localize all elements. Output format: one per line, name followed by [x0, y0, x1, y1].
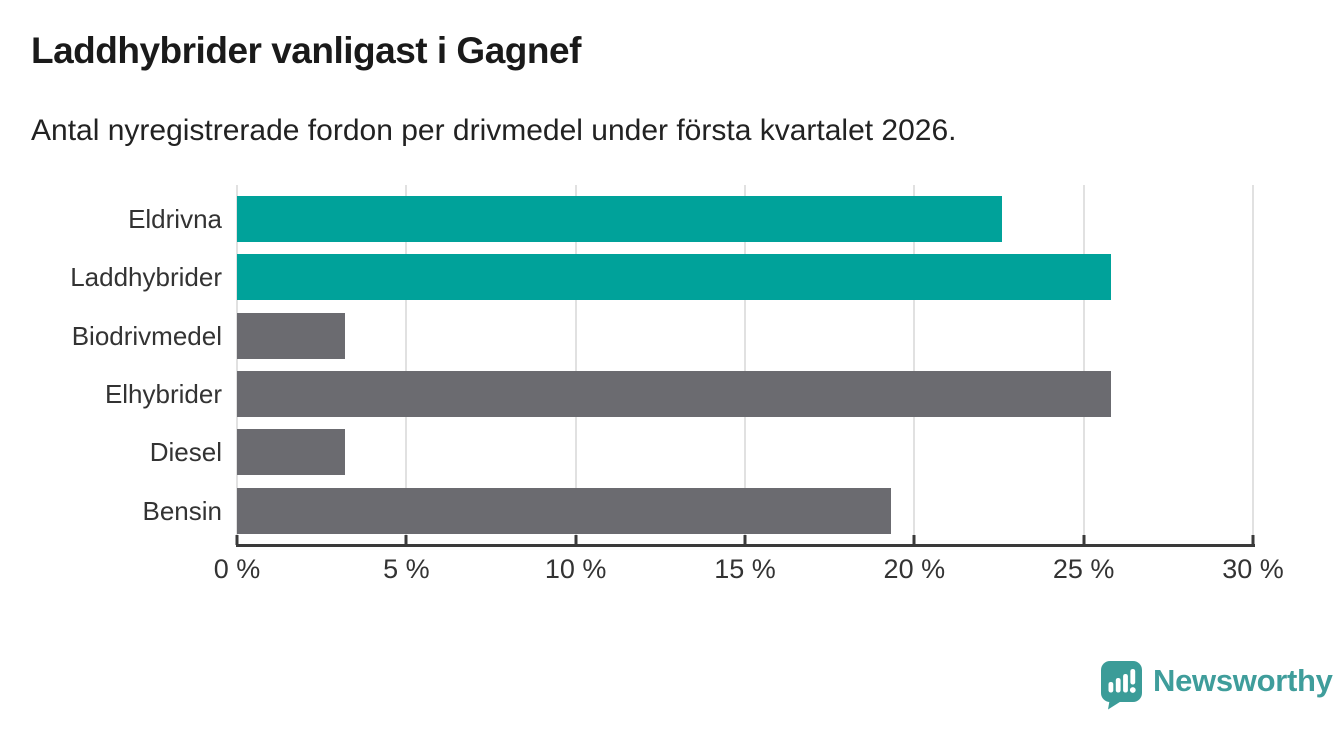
bar-diesel [237, 429, 346, 476]
x-tick-label-5: 5 % [383, 554, 430, 584]
bar-bensin [237, 487, 891, 534]
gridline-10 [574, 185, 577, 545]
newsworthy-logo-icon [1101, 661, 1142, 710]
category-labels: Eldrivna Laddhybrider Biodrivmedel Elhybrid… [0, 185, 222, 545]
x-tick-mark-15 [743, 535, 747, 545]
x-tick-mark-20 [912, 535, 916, 545]
x-tick-mark-10 [574, 535, 578, 545]
category-label-diesel: Diesel [149, 437, 222, 468]
x-tick-mark-25 [1082, 535, 1086, 545]
category-label-bensin: Bensin [142, 495, 223, 526]
x-tick-mark-5 [404, 535, 408, 545]
bar-laddhybrider [237, 254, 1111, 301]
x-axis-line [236, 544, 1255, 547]
x-tick-label-25: 25 % [1052, 554, 1115, 584]
category-label-elhybrider: Elhybrider [104, 378, 222, 409]
gridline-20 [913, 185, 916, 545]
x-tick-label-0: 0 % [213, 554, 261, 584]
x-tick-mark-30 [1251, 535, 1255, 545]
category-label-eldrivna: Eldrivna [128, 204, 222, 234]
category-label-biodrivmedel: Biodrivmedel [71, 320, 222, 351]
x-tick-mark-0 [235, 535, 239, 545]
bar-eldrivna [237, 196, 1003, 242]
x-tick-labels: 0 % 5 % 10 % 15 % 20 % 25 % 30 % [214, 554, 1284, 586]
x-tick-label-10: 10 % [544, 554, 607, 584]
gridline-5 [405, 185, 408, 545]
newsworthy-logo-text: Newsworthy [1153, 663, 1333, 698]
bar-biodrivmedel [237, 312, 346, 359]
gridline-25 [1082, 185, 1085, 545]
plot-area [235, 185, 1255, 545]
x-tick-label-20: 20 % [883, 554, 946, 584]
category-label-laddhybrider: Laddhybrider [70, 262, 222, 293]
bar-elhybrider [237, 370, 1111, 417]
chart-title: Laddhybrider vanligast i Gagnef [31, 30, 581, 71]
gridline-15 [744, 185, 746, 545]
gridline-30 [1252, 185, 1254, 545]
x-tick-label-15: 15 % [714, 554, 776, 584]
x-tick-label-30: 30 % [1222, 554, 1284, 584]
chart-subtitle: Antal nyregistrerade fordon per drivmede… [31, 114, 957, 147]
newsworthy-logo: Newsworthy [1100, 660, 1333, 710]
gridline-0 [236, 185, 238, 545]
